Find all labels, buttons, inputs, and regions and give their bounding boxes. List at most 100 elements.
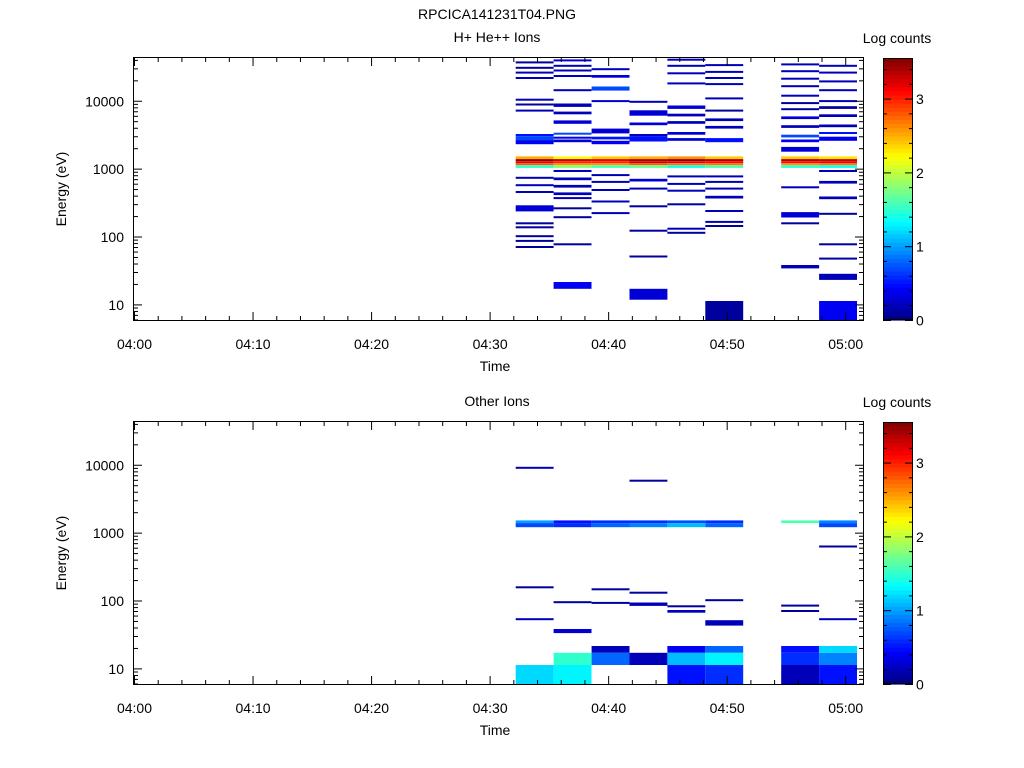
x-tick-label: 04:00 (117, 700, 152, 716)
heatmap-cell (819, 106, 857, 109)
heatmap-cell (629, 288, 668, 300)
colorbar-segment (883, 291, 913, 297)
colorbar-segment (883, 446, 913, 452)
heatmap-cell (515, 205, 554, 212)
heatmap-cell (781, 77, 820, 80)
heatmap-cell (553, 103, 592, 107)
colorbar-segment (883, 103, 913, 108)
colorbar-segment (883, 107, 913, 112)
x-tick-label: 04:50 (710, 700, 745, 716)
heatmap-cell (705, 165, 744, 168)
colorbar-segment (883, 225, 913, 231)
heatmap-cell (819, 212, 857, 215)
x-tick-label: 05:00 (828, 700, 863, 716)
colorbar-segment (883, 287, 913, 292)
heatmap-cell (705, 195, 744, 199)
heatmap-cell (781, 85, 820, 88)
heatmap-cell (705, 175, 744, 178)
colorbar-segment (883, 70, 913, 75)
heatmap-cell (667, 64, 706, 67)
heatmap-cell (553, 111, 592, 115)
heatmap-cell (819, 273, 857, 280)
colorbar-segment (883, 557, 913, 562)
heatmap-cell (553, 132, 592, 135)
colorbar-segment (883, 250, 913, 256)
colorbar-segment (883, 82, 913, 88)
colorbar-segment (883, 217, 913, 223)
x-tick-label: 04:00 (117, 336, 152, 352)
heatmap-cell (819, 80, 857, 83)
heatmap-cell (553, 139, 592, 143)
colorbar-segment (883, 299, 913, 305)
heatmap-cell (629, 602, 668, 606)
heatmap-cell (781, 70, 820, 73)
colorbar-tick-label: 0 (916, 677, 924, 693)
colorbar-segment (883, 532, 913, 538)
colorbar-segment (883, 454, 913, 460)
heatmap-cell (591, 159, 630, 162)
colorbar-segment (883, 450, 913, 456)
colorbar-segment (883, 98, 913, 104)
heatmap-cell (705, 225, 744, 227)
heatmap-cell (667, 182, 706, 185)
x-tick-label: 04:50 (710, 336, 745, 352)
heatmap-cell (553, 601, 592, 604)
colorbar-tick-label: 2 (916, 165, 924, 181)
x-tick-label: 05:00 (828, 336, 863, 352)
heatmap-cell (629, 520, 668, 524)
colorbar-segment (883, 143, 913, 149)
heatmap-cell (629, 161, 668, 164)
colorbar-segment (883, 156, 913, 161)
colorbar-segment (883, 565, 913, 570)
heatmap-cell (819, 124, 857, 128)
heatmap-cell (553, 89, 592, 92)
colorbar-segment (883, 270, 913, 276)
heatmap-cell (591, 156, 630, 160)
heatmap-cell (667, 121, 706, 124)
heatmap-cell (553, 216, 592, 219)
heatmap-cell (819, 156, 857, 160)
heatmap-cell (553, 523, 592, 528)
colorbar-segment (883, 197, 913, 202)
colorbar-segment (883, 254, 913, 260)
colorbar-segment (883, 172, 913, 178)
heatmap-cell (705, 125, 744, 129)
heatmap-cell (705, 64, 744, 67)
heatmap-cell (515, 226, 554, 229)
heatmap-cell (781, 125, 820, 128)
heatmap-cell (515, 98, 554, 101)
colorbar-segment (883, 193, 913, 198)
colorbar-segment (883, 274, 913, 280)
heatmap-cell (781, 652, 820, 665)
heatmap-cell (667, 82, 706, 85)
heatmap-cell (591, 86, 630, 91)
heatmap-cell (629, 110, 668, 116)
heatmap-cell (781, 102, 820, 105)
heatmap-cell (819, 665, 857, 684)
colorbar-segment (883, 62, 913, 67)
colorbar-segment (883, 561, 913, 566)
heatmap-cell (553, 282, 592, 289)
colorbar-segment (883, 462, 913, 468)
heatmap-cell (667, 113, 706, 117)
plot-frame (133, 57, 864, 321)
x-tick-label: 04:20 (354, 336, 389, 352)
colorbar-segment (883, 638, 913, 644)
heatmap-cell (553, 64, 592, 67)
heatmap-cells (515, 58, 857, 320)
colorbar-segment (883, 585, 913, 591)
heatmap-cell (515, 77, 554, 79)
heatmap-cell (553, 136, 592, 139)
colorbar-segment (883, 647, 913, 652)
colorbar-segment (883, 475, 913, 480)
heatmap-cell (553, 177, 592, 181)
colorbar-segment (883, 229, 913, 235)
heatmap-cell (819, 136, 857, 141)
heatmap-cell (515, 191, 554, 193)
heatmap-cell (667, 72, 706, 75)
heatmap-cell (591, 520, 630, 524)
heatmap-cell (705, 520, 744, 524)
colorbar-segment (883, 94, 913, 100)
heatmap-cell (515, 618, 554, 621)
